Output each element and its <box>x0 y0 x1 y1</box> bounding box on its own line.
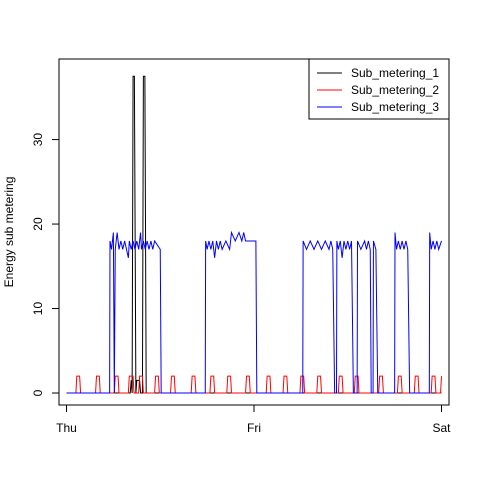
x-tick-label: Sat <box>432 421 451 435</box>
legend-box <box>308 58 450 120</box>
x-tick-label: Fri <box>247 421 261 435</box>
y-axis-label: Energy sub metering <box>2 177 16 288</box>
y-tick-label: 10 <box>31 302 45 316</box>
series-line-2 <box>66 375 442 394</box>
legend: Sub_metering_1 Sub_metering_2 Sub_metering… <box>308 58 450 120</box>
x-tick-label: Thu <box>56 421 77 435</box>
y-tick-label: 0 <box>31 389 45 396</box>
series-line-3 <box>66 230 442 394</box>
legend-label: Sub_metering_1 <box>351 66 439 80</box>
legend-label: Sub_metering_2 <box>351 83 439 97</box>
series-line-1 <box>66 75 442 394</box>
y-tick-label: 30 <box>31 133 45 147</box>
plot-frame <box>58 58 450 406</box>
y-tick-label: 20 <box>31 217 45 231</box>
legend-label: Sub_metering_3 <box>351 100 439 114</box>
series-layer <box>66 75 442 394</box>
